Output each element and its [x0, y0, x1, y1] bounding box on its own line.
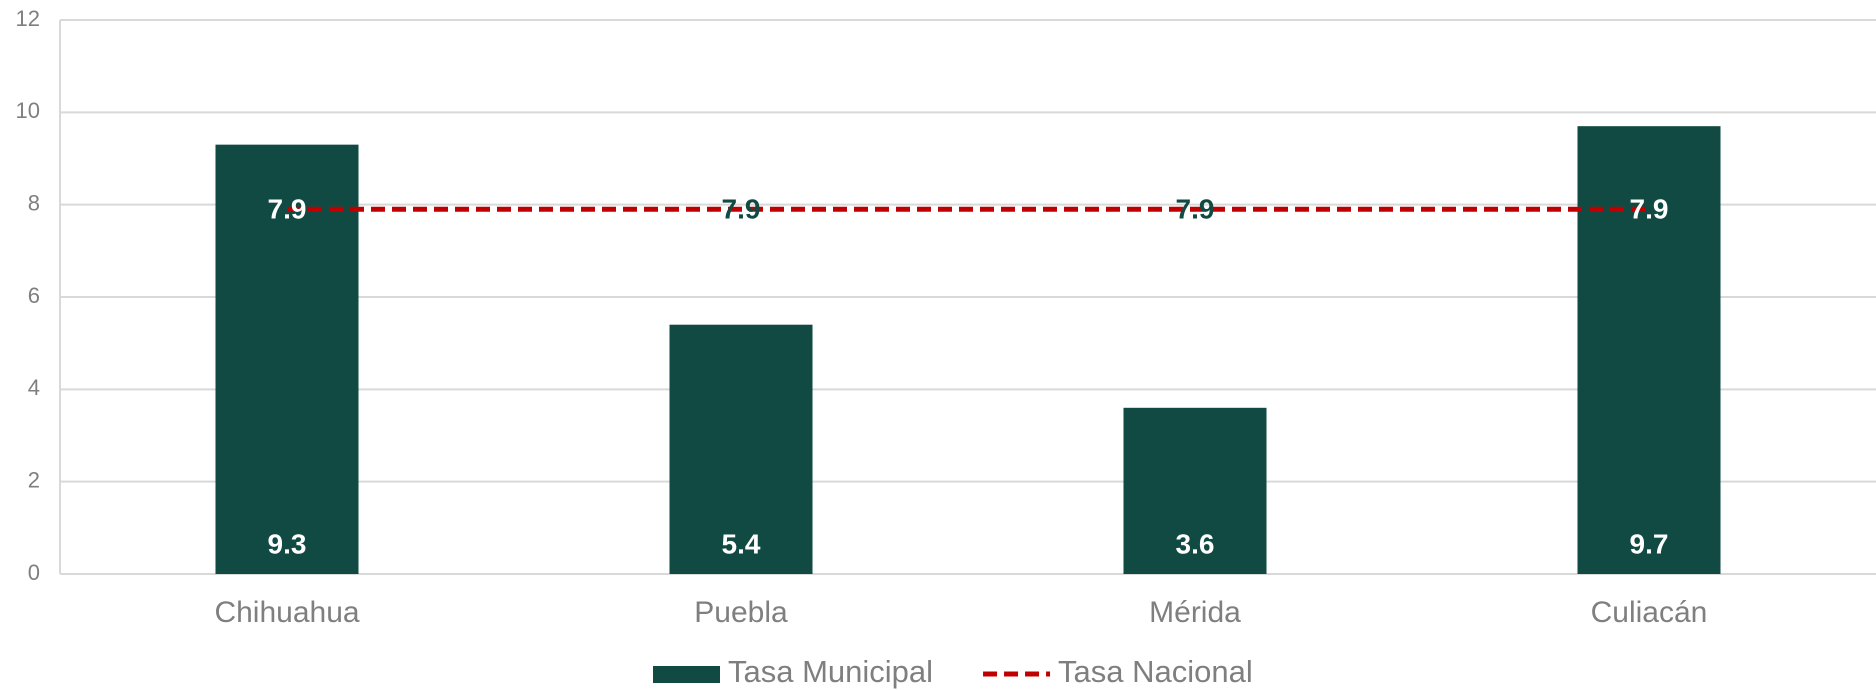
bar [1577, 126, 1721, 574]
legend-label: Tasa Municipal [728, 654, 933, 689]
bar-value-label: 9.3 [268, 528, 307, 559]
x-tick-label: Chihuahua [214, 596, 359, 629]
bar [669, 324, 813, 574]
y-tick-label: 0 [28, 560, 40, 585]
x-tick-label: Mérida [1149, 596, 1241, 629]
y-tick-label: 12 [16, 6, 40, 31]
bar [215, 144, 359, 574]
line-value-label: 7.9 [722, 194, 761, 225]
y-tick-label: 4 [28, 375, 40, 400]
x-tick-label: Culiacán [1591, 596, 1708, 629]
x-tick-label: Puebla [694, 596, 788, 629]
bar-value-label: 5.4 [722, 528, 761, 559]
y-tick-label: 8 [28, 190, 40, 215]
y-tick-label: 10 [16, 98, 40, 123]
bar-value-label: 9.7 [1630, 528, 1669, 559]
y-tick-label: 2 [28, 467, 40, 492]
line-value-label: 7.9 [268, 194, 307, 225]
line-value-label: 7.9 [1630, 194, 1669, 225]
legend-label: Tasa Nacional [1058, 654, 1253, 689]
bar [1123, 407, 1267, 574]
bar-value-label: 3.6 [1176, 528, 1215, 559]
y-tick-label: 6 [28, 283, 40, 308]
legend-swatch [653, 666, 720, 683]
line-value-label: 7.9 [1176, 194, 1215, 225]
